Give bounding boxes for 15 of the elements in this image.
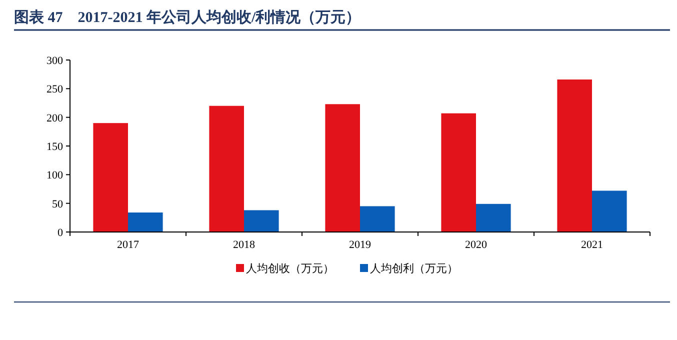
- y-tick-label: 50: [52, 198, 64, 210]
- x-tick-label: 2020: [465, 239, 488, 251]
- y-tick-label: 250: [46, 84, 64, 96]
- legend-label: 人均创利（万元）: [370, 262, 458, 275]
- legend-label: 人均创收（万元）: [246, 263, 334, 275]
- y-tick-label: 100: [46, 170, 64, 182]
- y-tick-label: 0: [58, 227, 64, 239]
- x-tick-label: 2019: [349, 239, 372, 251]
- y-tick-label: 150: [46, 141, 64, 153]
- x-tick-label: 2018: [233, 239, 256, 251]
- chart-title: 图表 47 2017-2021 年公司人均创收/利情况（万元）: [14, 9, 361, 26]
- y-tick-label: 300: [46, 55, 64, 67]
- y-tick-label: 200: [46, 112, 64, 124]
- x-tick-label: 2017: [117, 239, 140, 251]
- x-tick-label: 2021: [581, 239, 603, 251]
